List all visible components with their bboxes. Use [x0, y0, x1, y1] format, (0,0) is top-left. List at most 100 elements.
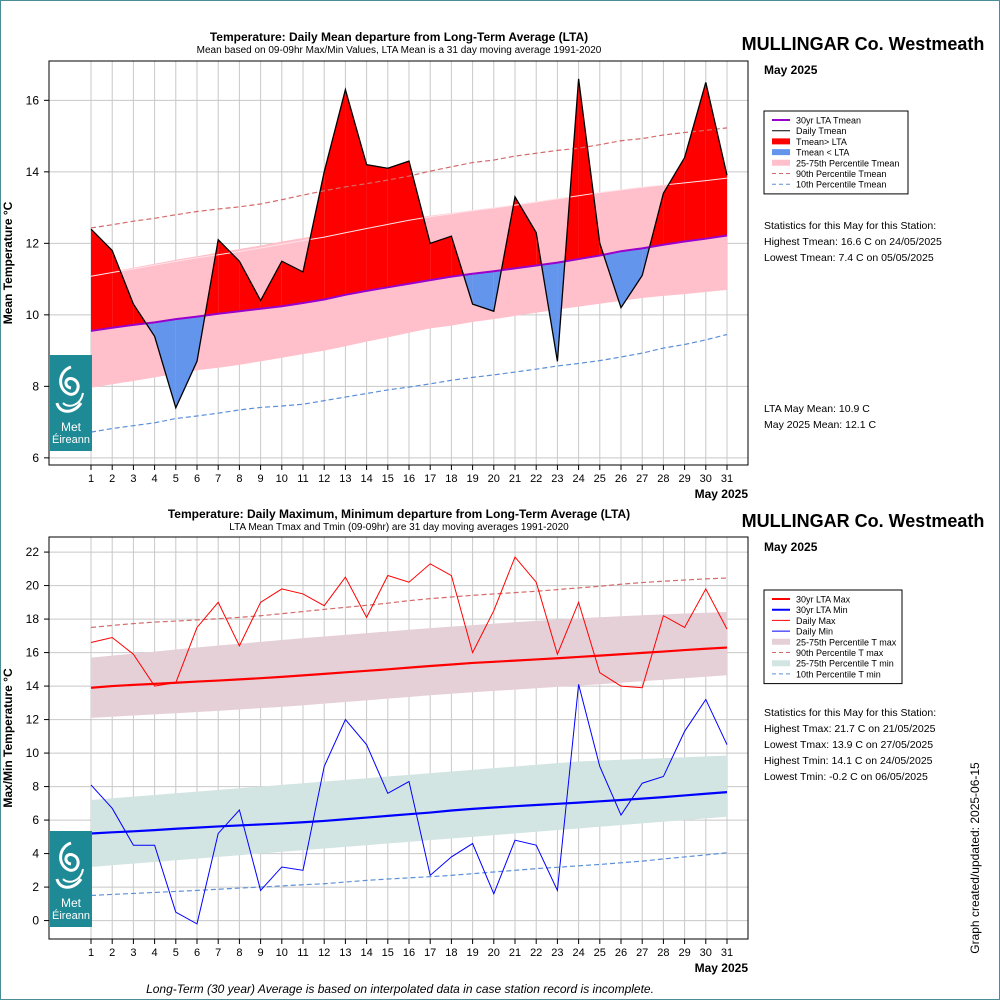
- x-tick-label: 9: [258, 947, 264, 959]
- daily-tmax-line: [90, 556, 728, 689]
- x-tick-label: 5: [173, 473, 179, 485]
- y-axis-label: Mean Temperature °C: [1, 201, 15, 324]
- chart-title: Temperature: Daily Mean departure from L…: [210, 30, 588, 44]
- lta-tmin-line: [90, 791, 728, 835]
- y-tick-label: 2: [32, 880, 39, 894]
- x-tick-label: 10: [276, 473, 288, 485]
- legend-label: 30yr LTA Max: [796, 595, 851, 605]
- tmean-above-lta-area: [91, 229, 113, 331]
- x-tick-label: 17: [424, 473, 436, 485]
- x-tick-label: 3: [130, 473, 136, 485]
- x-tick-label: 10: [276, 947, 288, 959]
- tmean-above-lta-area: [705, 82, 727, 239]
- y-tick-label: 16: [26, 646, 40, 660]
- x-tick-label: 7: [215, 947, 221, 959]
- x-tick-label: 4: [152, 947, 158, 959]
- x-tick-label: 6: [194, 947, 200, 959]
- tmean-above-lta-area: [430, 236, 452, 281]
- legend-label: 25-75th Percentile T max: [796, 637, 897, 647]
- y-axis-label: Max/Min Temperature °C: [1, 668, 15, 808]
- x-tick-label: 27: [636, 473, 648, 485]
- x-tick-label: 16: [403, 473, 415, 485]
- x-tick-label: 31: [721, 947, 733, 959]
- tmean-above-lta-area: [112, 250, 134, 328]
- logo-text-eireann: Éireann: [52, 434, 90, 446]
- x-tick-label: 19: [466, 473, 478, 485]
- x-tick-label: 21: [509, 473, 521, 485]
- logo-text-met: Met: [60, 896, 81, 910]
- updated-date: Graph created/updated: 2025-06-15: [968, 762, 982, 954]
- y-tick-label: 20: [26, 579, 40, 593]
- x-tick-label: 1: [88, 947, 94, 959]
- legend-label: 25-75th Percentile Tmean: [796, 158, 899, 168]
- x-tick-label: 27: [636, 947, 648, 959]
- x-tick-label: 23: [551, 473, 563, 485]
- legend-label: 90th Percentile Tmean: [796, 169, 886, 179]
- x-tick-label: 24: [572, 473, 584, 485]
- x-tick-label: 8: [236, 947, 242, 959]
- tmean-above-lta-area: [281, 261, 303, 307]
- x-tick-label: 5: [173, 947, 179, 959]
- x-tick-label: 11: [297, 947, 308, 959]
- logo-text-met: Met: [60, 420, 81, 434]
- y-tick-label: 8: [32, 379, 39, 393]
- x-axis-label: May 2025: [695, 487, 749, 501]
- x-tick-label: 18: [445, 473, 457, 485]
- x-tick-label: 8: [236, 473, 242, 485]
- x-tick-label: 25: [594, 473, 606, 485]
- x-tick-label: 12: [318, 473, 330, 485]
- x-tick-label: 28: [657, 473, 669, 485]
- p90-tmax-line: [90, 577, 728, 629]
- stats-line: Lowest Tmin: -0.2 C on 06/05/2025: [764, 771, 928, 783]
- tmean-above-lta-area: [260, 261, 282, 309]
- x-tick-label: 22: [530, 473, 542, 485]
- x-tick-label: 9: [258, 473, 264, 485]
- tmean-above-lta-area: [684, 82, 706, 242]
- y-tick-label: 6: [32, 813, 39, 827]
- y-tick-label: 14: [26, 165, 40, 179]
- y-tick-label: 14: [26, 679, 40, 693]
- legend-label: 10th Percentile Tmean: [796, 180, 886, 190]
- station-name: MULLINGAR Co. Westmeath: [742, 511, 985, 531]
- x-tick-label: 25: [594, 947, 606, 959]
- legend-label: 90th Percentile T max: [796, 648, 884, 658]
- x-tick-label: 4: [152, 473, 158, 485]
- stats-line: Highest Tmax: 21.7 C on 21/05/2025: [764, 723, 936, 735]
- month-label: May 2025: [764, 63, 818, 77]
- x-tick-label: 17: [424, 947, 436, 959]
- tmean-median-line: [90, 177, 728, 277]
- x-tick-label: 1: [88, 473, 94, 485]
- tmean-above-lta-area: [218, 239, 240, 314]
- tmean-below-lta-area: [175, 316, 197, 408]
- daily-tmin-line: [90, 684, 728, 925]
- stats-line: Highest Tmean: 16.6 C on 24/05/2025: [764, 236, 942, 248]
- legend-label: Tmean < LTA: [796, 148, 849, 158]
- legend-label: Tmean> LTA: [796, 137, 847, 147]
- y-tick-label: 10: [26, 308, 40, 322]
- x-tick-label: 2: [109, 473, 115, 485]
- stats-line: Lowest Tmean: 7.4 C on 05/05/2025: [764, 252, 934, 264]
- x-tick-label: 24: [572, 947, 584, 959]
- summary-line: May 2025 Mean: 12.1 C: [764, 419, 876, 431]
- chart-title: Temperature: Daily Maximum, Minimum depa…: [168, 507, 630, 521]
- tmean-below-lta-area: [472, 271, 494, 312]
- y-tick-label: 12: [26, 713, 40, 727]
- x-axis-label: May 2025: [695, 961, 749, 975]
- tmean-below-lta-area: [154, 319, 176, 408]
- y-tick-label: 18: [26, 612, 40, 626]
- x-tick-label: 13: [339, 947, 351, 959]
- x-tick-label: 15: [382, 947, 394, 959]
- x-tick-label: 12: [318, 947, 330, 959]
- daily-tmean-line: [90, 78, 728, 410]
- tmean-below-lta-area: [621, 248, 643, 308]
- x-tick-label: 26: [615, 473, 627, 485]
- x-tick-label: 23: [551, 947, 563, 959]
- legend-box: [763, 589, 903, 685]
- legend-label: Daily Min: [796, 627, 833, 637]
- y-tick-label: 16: [26, 93, 40, 107]
- plot-border: [48, 536, 749, 940]
- p10-tmin-line: [90, 852, 728, 897]
- x-tick-label: 3: [130, 947, 136, 959]
- y-tick-label: 10: [26, 746, 40, 760]
